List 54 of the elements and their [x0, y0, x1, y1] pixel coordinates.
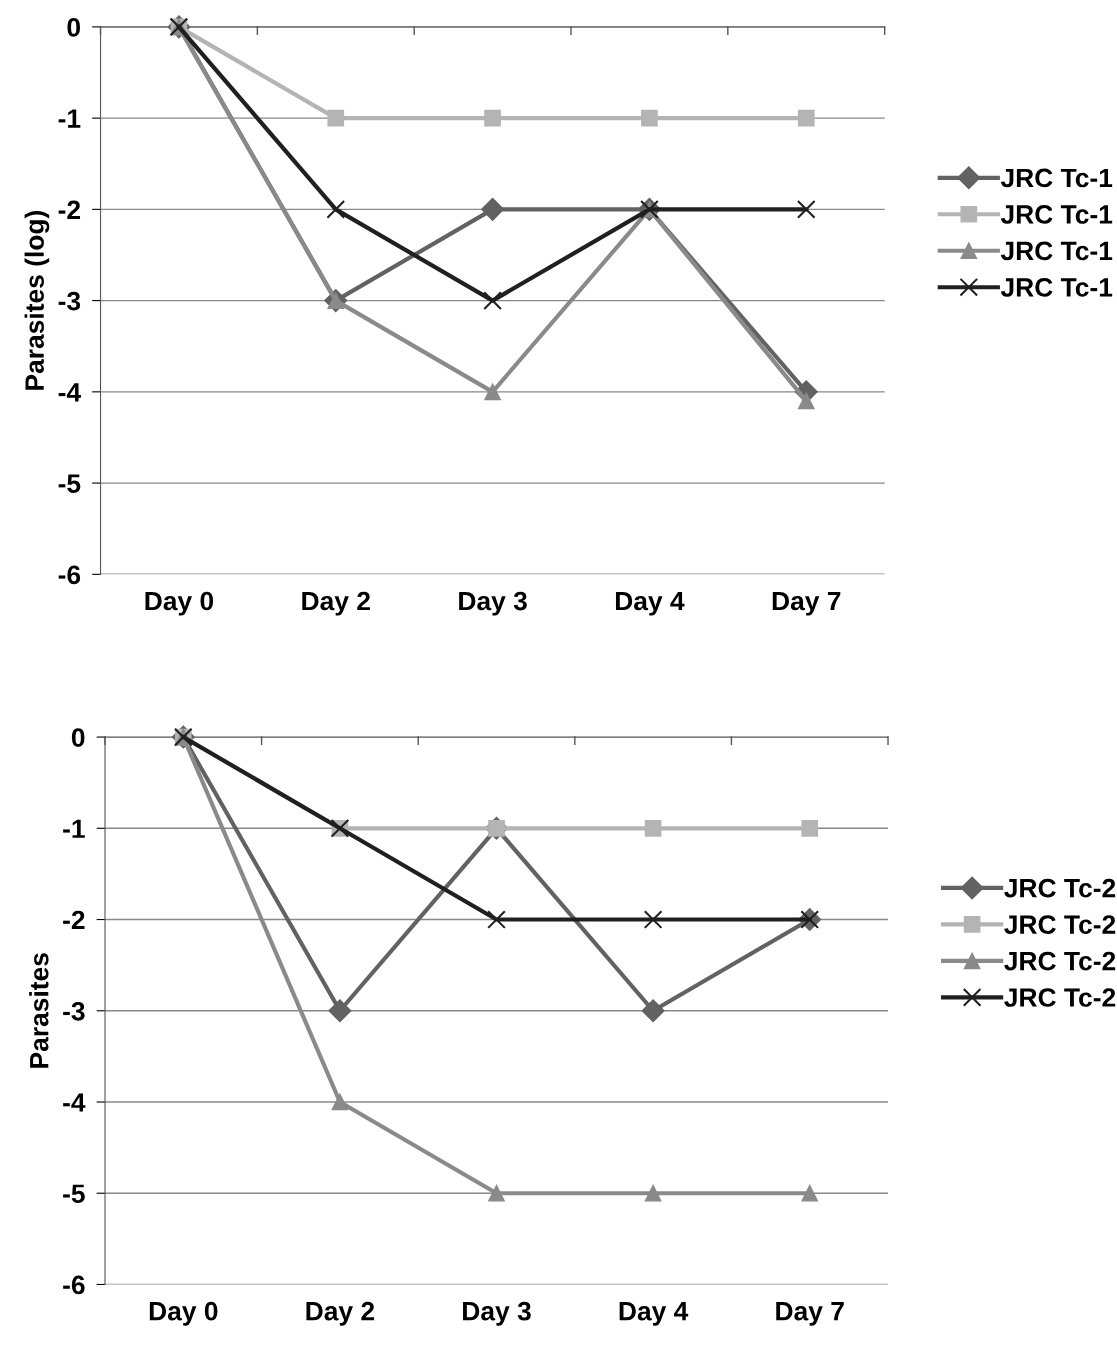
x-tick-label: Day 0 — [145, 591, 214, 616]
x-tick-label: Day 7 — [772, 591, 841, 616]
legend-label: JRC Tc-1 — [1000, 241, 1113, 261]
point — [481, 197, 505, 221]
point — [327, 109, 345, 127]
point — [801, 819, 819, 837]
y-tick-label: -5 — [63, 1184, 85, 1204]
point — [644, 1184, 662, 1202]
point — [484, 109, 501, 127]
y-tick-label: -2 — [63, 910, 85, 930]
y-tick-label: -4 — [58, 383, 81, 402]
point — [641, 999, 665, 1023]
legend-label: JRC Tc-1 — [1000, 168, 1113, 188]
y-tick-label: -6 — [58, 565, 81, 585]
y-tick-label: -3 — [58, 291, 81, 311]
x-tick-label: Day 3 — [459, 591, 527, 616]
legend-label: JRC Tc-2 — [1004, 988, 1116, 1007]
x-tick-label: Day 2 — [302, 591, 370, 616]
legend-label: JRC Tc-1 — [1000, 205, 1113, 224]
point — [483, 291, 502, 310]
y-tick-label: -1 — [58, 109, 81, 128]
point — [488, 1184, 505, 1202]
x-tick-label: Day 4 — [615, 591, 685, 616]
point — [487, 910, 506, 929]
point — [797, 109, 815, 127]
x-tick-label: Day 2 — [306, 1301, 375, 1326]
legend-label: JRC Tc-2 — [1004, 915, 1116, 934]
point — [796, 200, 816, 219]
legend-label: JRC Tc-2 — [1004, 951, 1116, 971]
point — [326, 200, 346, 219]
y-tick-label: -5 — [58, 474, 81, 493]
y-tick-label: -4 — [63, 1093, 86, 1112]
point — [643, 910, 663, 929]
y-tick-label: 0 — [71, 728, 85, 747]
y-tick-label: -1 — [63, 819, 85, 838]
legend-label: JRC Tc-2 — [1004, 878, 1116, 898]
y-tick-label: -3 — [63, 1001, 85, 1021]
x-tick-label: Day 7 — [776, 1302, 844, 1326]
y-tick-label: 0 — [67, 18, 81, 37]
point — [328, 999, 352, 1023]
point — [644, 819, 662, 837]
point — [797, 392, 815, 410]
point — [641, 109, 658, 127]
y-axis-title: Parasites — [29, 953, 49, 1068]
x-tick-label: Day 3 — [463, 1301, 531, 1326]
y-tick-label: -6 — [63, 1275, 85, 1295]
y-tick-label: -2 — [58, 200, 81, 219]
point — [801, 1184, 819, 1202]
point — [484, 383, 501, 401]
legend-label: JRC Tc-1 — [1000, 278, 1113, 297]
x-tick-label: Day 4 — [619, 1302, 689, 1326]
point — [331, 1093, 349, 1111]
y-axis-title: Parasites (log) — [24, 210, 50, 390]
x-tick-label: Day 0 — [149, 1301, 218, 1326]
